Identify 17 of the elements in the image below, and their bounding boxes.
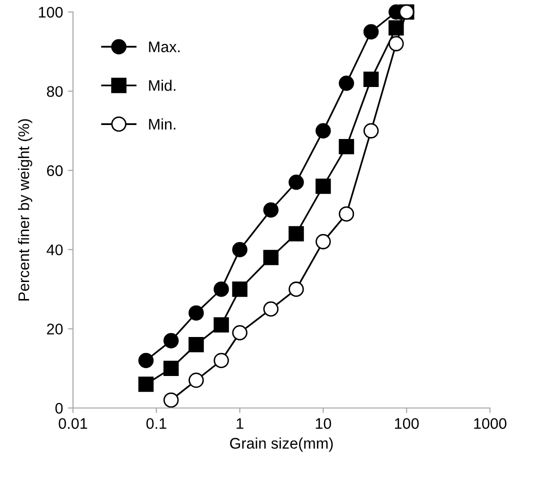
y-tick-label: 80 bbox=[46, 86, 63, 97]
x-tick-label: 0.01 bbox=[58, 418, 88, 429]
legend-label: Max. bbox=[149, 42, 180, 52]
y-tick-label: 100 bbox=[38, 6, 63, 18]
y-tick-label: 20 bbox=[47, 324, 63, 334]
x-tick-label: 0.1 bbox=[146, 418, 166, 429]
x-tick-label: 1000 bbox=[474, 418, 506, 429]
legend-label: Mid. bbox=[149, 80, 176, 91]
legend-label: Min. bbox=[149, 118, 176, 130]
y-tick-label: 0 bbox=[55, 402, 63, 414]
y-tick-label: 40 bbox=[46, 244, 63, 256]
y-axis-title: Percent finer by weight (%) bbox=[18, 119, 32, 300]
x-axis-title: Grain size(mm) bbox=[230, 438, 333, 452]
x-tick-label: 100 bbox=[395, 418, 419, 429]
y-tick-label: 60 bbox=[47, 165, 63, 176]
x-tick-label: 1 bbox=[236, 418, 244, 429]
x-tick-label: 10 bbox=[316, 418, 332, 429]
